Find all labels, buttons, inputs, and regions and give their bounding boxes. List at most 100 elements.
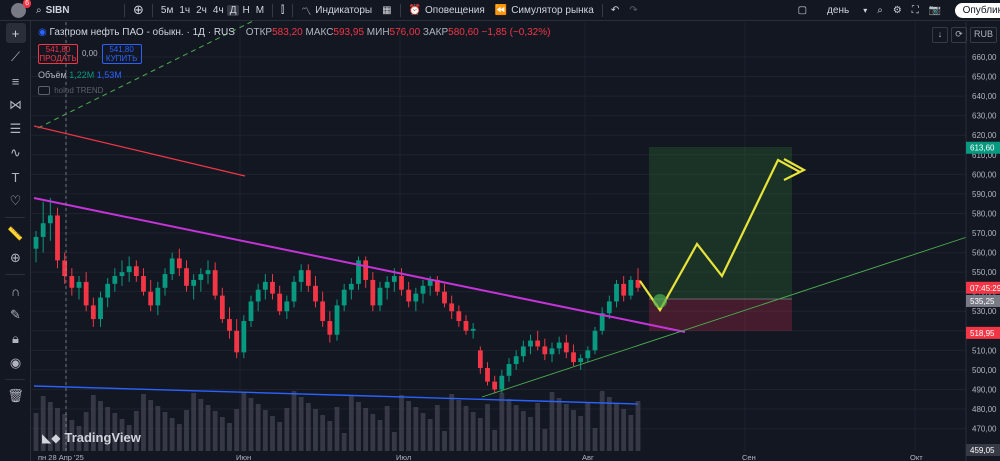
- publish-button[interactable]: Опублик: [954, 2, 1000, 18]
- volume-bar: [62, 414, 68, 451]
- candle-body: [241, 321, 247, 353]
- candles-icon: ⫿: [281, 4, 285, 16]
- brush-tool[interactable]: ∿: [0, 141, 31, 165]
- red-trendline[interactable]: [33, 125, 246, 177]
- grid-icon: ▦: [382, 4, 392, 16]
- candle-body: [255, 289, 261, 302]
- layouts-button[interactable]: ▦: [377, 0, 396, 21]
- volume-bar: [33, 413, 39, 451]
- ruler-tool[interactable]: 📏: [0, 222, 31, 246]
- price-tick: 560,00: [972, 249, 997, 258]
- volume-legend[interactable]: Объём 1,22M 1,53M: [38, 70, 122, 80]
- pattern-tool[interactable]: ⋈: [0, 93, 31, 117]
- price-tick: 590,00: [972, 190, 997, 199]
- indicators-button[interactable]: 〽 Индикаторы: [296, 0, 377, 21]
- volume-bar: [47, 402, 53, 451]
- low-value: 576,00: [389, 27, 421, 38]
- long-position-loss-zone[interactable]: [649, 299, 792, 331]
- redo-icon: ↷: [629, 4, 638, 16]
- hide-tool[interactable]: ◉: [0, 351, 31, 375]
- quick-search-button[interactable]: ⌕: [872, 0, 888, 21]
- rewind-icon: ⏪: [494, 4, 508, 16]
- volume-bar: [291, 391, 297, 451]
- redo-button[interactable]: ↷: [624, 0, 642, 21]
- candle-body: [399, 276, 404, 290]
- volume-bar: [427, 419, 433, 451]
- fullscreen-button[interactable]: ⛶: [907, 0, 924, 21]
- watermark-text: TradingView: [64, 430, 141, 445]
- timeframe-2[interactable]: 2ч: [196, 4, 207, 16]
- symbol-legend[interactable]: ◉ Газпром нефть ПАО - обыкн. · 1Д · RUS …: [38, 27, 550, 38]
- volume-bar: [69, 420, 75, 451]
- auto-scale-button[interactable]: ⟳: [951, 27, 967, 43]
- crosshair-tool[interactable]: +: [0, 21, 31, 45]
- volume-bar: [112, 413, 118, 451]
- interval-select[interactable]: день ▾: [822, 0, 872, 21]
- zoom-tool[interactable]: ⊕: [0, 246, 31, 270]
- green-support-line[interactable]: [481, 236, 968, 398]
- buy-button[interactable]: 541,80 КУПИТЬ: [101, 44, 142, 64]
- candle-body: [621, 283, 627, 296]
- candle-body: [98, 297, 103, 320]
- price-tick: 600,00: [972, 170, 997, 179]
- candle-body: [420, 285, 426, 294]
- eye-icon[interactable]: [38, 86, 50, 96]
- candle-body: [141, 276, 146, 292]
- purple-resistance-line[interactable]: [33, 197, 686, 333]
- snapshot-button[interactable]: 📷: [924, 0, 946, 21]
- user-menu[interactable]: 6: [0, 0, 31, 21]
- time-tick: Сен: [742, 453, 756, 461]
- currency-selector[interactable]: RUB: [970, 27, 998, 43]
- long-position-profit-zone[interactable]: [649, 147, 792, 299]
- replay-button[interactable]: ⏪ Симулятор рынка: [490, 0, 599, 21]
- timeframe-4[interactable]: Д: [226, 4, 240, 16]
- camera-icon: 📷: [928, 4, 942, 16]
- volume-bar: [406, 401, 412, 451]
- stay-drawing-tool[interactable]: ✎: [0, 303, 31, 327]
- forecast-start-point[interactable]: [653, 294, 667, 308]
- fib-tool[interactable]: ☰: [0, 117, 31, 141]
- volume-bar: [98, 401, 103, 451]
- avatar-icon[interactable]: 6: [11, 0, 31, 18]
- volume-bar: [556, 398, 562, 451]
- timeframe-1[interactable]: 1ч: [179, 4, 191, 16]
- symbol-search[interactable]: ⌕ SIBN: [31, 0, 121, 21]
- text-tool[interactable]: T: [0, 165, 31, 189]
- volume-bar: [399, 395, 404, 451]
- candle-body: [599, 313, 605, 331]
- chart-type-button[interactable]: ⫿: [276, 0, 289, 21]
- candle-body: [528, 340, 533, 347]
- favorites-tool[interactable]: ♡: [0, 189, 31, 213]
- volume-bar: [234, 409, 240, 451]
- green-dashed-trendline[interactable]: [37, 19, 256, 129]
- timeframe-3[interactable]: 4ч: [212, 4, 224, 16]
- candle-body: [406, 289, 412, 302]
- sell-button[interactable]: 541,80 ПРОДАТЬ: [38, 44, 78, 64]
- magnet-tool[interactable]: ∩: [0, 279, 31, 303]
- lock-tool[interactable]: 🔒︎: [0, 327, 31, 351]
- candle-body: [356, 260, 361, 284]
- candle-body: [556, 342, 562, 349]
- undo-button[interactable]: ↶: [606, 0, 624, 21]
- candle-body: [184, 268, 189, 286]
- timeframe-5[interactable]: Н: [242, 4, 250, 16]
- settings-button[interactable]: ⚙: [888, 0, 907, 21]
- timeframe-0[interactable]: 5м: [160, 4, 174, 16]
- trendline-tool[interactable]: ⟋: [0, 45, 31, 69]
- volume-bar: [169, 418, 175, 451]
- horizontal-lines-tool[interactable]: ≡: [0, 69, 31, 93]
- timeframe-6[interactable]: М: [255, 4, 265, 16]
- alerts-button[interactable]: ⏰ Оповещения: [404, 0, 490, 21]
- delete-tool[interactable]: 🗑︎: [0, 384, 31, 408]
- layout-box-button[interactable]: ▢: [793, 0, 812, 21]
- candle-body: [535, 340, 541, 347]
- scroll-down-button[interactable]: ↓: [932, 27, 948, 43]
- fib-icon: ☰: [9, 121, 22, 136]
- price-label-bg: [966, 141, 1000, 154]
- compare-button[interactable]: ⊕: [128, 0, 149, 21]
- candle-body: [384, 281, 390, 288]
- indicator-legend[interactable]: holod TREND: [38, 86, 103, 96]
- tradingview-watermark: ◣◆ TradingView: [42, 430, 141, 445]
- candle-body: [578, 358, 584, 363]
